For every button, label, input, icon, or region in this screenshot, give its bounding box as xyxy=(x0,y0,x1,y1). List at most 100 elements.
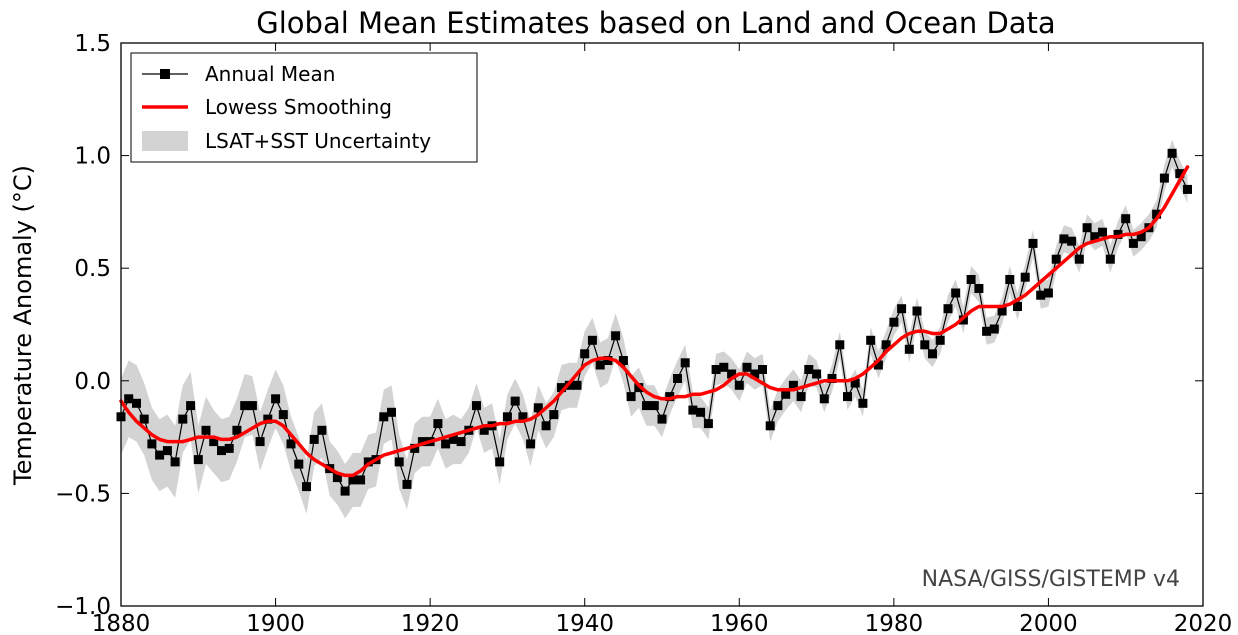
x-tick-label: 2020 xyxy=(1174,611,1233,635)
annual-mean-point xyxy=(711,365,721,374)
annual-mean-point xyxy=(124,394,134,404)
legend-uncertainty-swatch xyxy=(142,131,188,151)
annual-mean-point xyxy=(417,437,427,447)
annual-mean-point xyxy=(302,482,311,492)
legend-label-annual-mean: Annual Mean xyxy=(205,62,335,86)
annual-mean-point xyxy=(162,446,172,456)
annual-mean-point xyxy=(193,455,203,465)
x-tick-label: 1980 xyxy=(865,611,924,635)
annual-mean-point xyxy=(873,360,883,370)
watermark: NASA/GISS/GISTEMP v4 xyxy=(922,567,1180,592)
annual-mean-point xyxy=(155,450,165,460)
annual-mean-point xyxy=(897,304,907,314)
annual-mean-point xyxy=(170,457,180,467)
annual-mean-point xyxy=(541,421,551,431)
y-tick-label: −1.0 xyxy=(55,594,111,620)
annual-mean-point xyxy=(1167,148,1177,158)
annual-mean-point xyxy=(587,335,597,345)
annual-mean-point xyxy=(278,410,288,420)
annual-mean-point xyxy=(456,437,466,447)
annual-mean-point xyxy=(147,439,157,449)
annual-mean-point xyxy=(232,425,242,435)
annual-mean-point xyxy=(1043,288,1053,298)
annual-mean-point xyxy=(217,446,226,456)
lowess-layer xyxy=(119,165,1190,478)
annual-mean-point xyxy=(1036,290,1046,300)
annual-mean-point xyxy=(734,380,744,390)
annual-mean-point xyxy=(240,401,250,411)
plot-area xyxy=(116,42,1204,607)
annual-mean-point xyxy=(951,288,961,298)
x-tick-label: 1920 xyxy=(401,611,460,635)
annual-mean-point xyxy=(526,439,536,449)
annual-mean-point xyxy=(765,421,775,431)
annual-mean-point xyxy=(1113,229,1123,239)
annual-mean-point xyxy=(132,398,141,408)
annual-mean-point xyxy=(804,365,814,374)
annual-mean-point xyxy=(286,439,296,449)
annual-mean-point xyxy=(611,331,621,341)
annual-mean-point xyxy=(1020,272,1030,282)
annual-mean-point xyxy=(603,356,613,365)
annual-mean-point xyxy=(796,392,806,402)
chart-title: Global Mean Estimates based on Land and … xyxy=(256,6,1055,40)
annual-mean-point xyxy=(912,306,922,316)
annual-mean-point xyxy=(1082,223,1092,233)
uncertainty-band xyxy=(121,139,1188,519)
annual-mean-point xyxy=(410,443,420,453)
annual-mean-point xyxy=(626,392,636,402)
annual-mean-point xyxy=(263,414,273,424)
annual-mean-point xyxy=(379,412,389,422)
annual-mean-point xyxy=(402,479,412,489)
annual-mean-point xyxy=(533,403,543,413)
annual-mean-point xyxy=(719,362,729,372)
annual-mean-point xyxy=(843,392,852,402)
x-tick-label: 1880 xyxy=(92,611,151,635)
annual-mean-point xyxy=(943,304,953,314)
annual-mean-point xyxy=(788,380,798,390)
annual-mean-point xyxy=(1098,227,1107,237)
annual-mean-point xyxy=(1152,209,1162,219)
annual-mean-point xyxy=(673,374,682,383)
annual-mean-point xyxy=(309,434,319,444)
annual-mean-point xyxy=(595,360,605,370)
annual-mean-point xyxy=(294,459,304,469)
annual-mean-point xyxy=(773,401,783,411)
annual-mean-point xyxy=(387,407,396,417)
y-axis-label: Temperature Anomaly (°C) xyxy=(9,165,37,486)
annual-mean-point xyxy=(580,349,590,359)
annual-mean-point xyxy=(935,335,945,345)
annual-mean-point xyxy=(510,396,520,406)
y-tick-label: 0.5 xyxy=(74,256,111,282)
annual-mean-point xyxy=(317,425,327,435)
annual-mean-point xyxy=(827,374,837,383)
annual-mean-point xyxy=(989,324,999,334)
annual-mean-point xyxy=(920,340,930,350)
y-tick-label: −0.5 xyxy=(55,481,111,507)
annual-mean-point xyxy=(889,317,899,327)
annual-mean-point xyxy=(433,419,443,429)
annual-mean-point xyxy=(139,414,149,424)
lowess-smoothing-line xyxy=(119,165,1190,478)
plot-frame xyxy=(120,42,1204,607)
annual-mean-line xyxy=(120,151,1189,493)
annual-mean-point xyxy=(1136,232,1146,242)
annual-mean-point xyxy=(881,340,891,350)
annual-mean-point xyxy=(758,365,767,374)
annual-mean-point xyxy=(928,349,937,359)
annual-mean-point xyxy=(1105,254,1115,264)
annual-mean-point xyxy=(688,405,698,415)
annual-mean-point xyxy=(348,475,358,485)
annual-mean-point xyxy=(572,380,582,390)
annual-mean-point xyxy=(665,392,675,402)
annual-mean-point xyxy=(1159,173,1169,183)
annual-mean-point xyxy=(479,425,489,435)
annual-mean-point xyxy=(1121,214,1131,224)
annual-mean-point xyxy=(441,439,451,449)
annual-mean-point xyxy=(680,358,690,368)
annual-mean-point xyxy=(255,437,265,447)
annual-mean-point xyxy=(781,389,791,399)
annual-mean-point xyxy=(1005,275,1015,284)
annual-mean-point xyxy=(247,401,257,411)
